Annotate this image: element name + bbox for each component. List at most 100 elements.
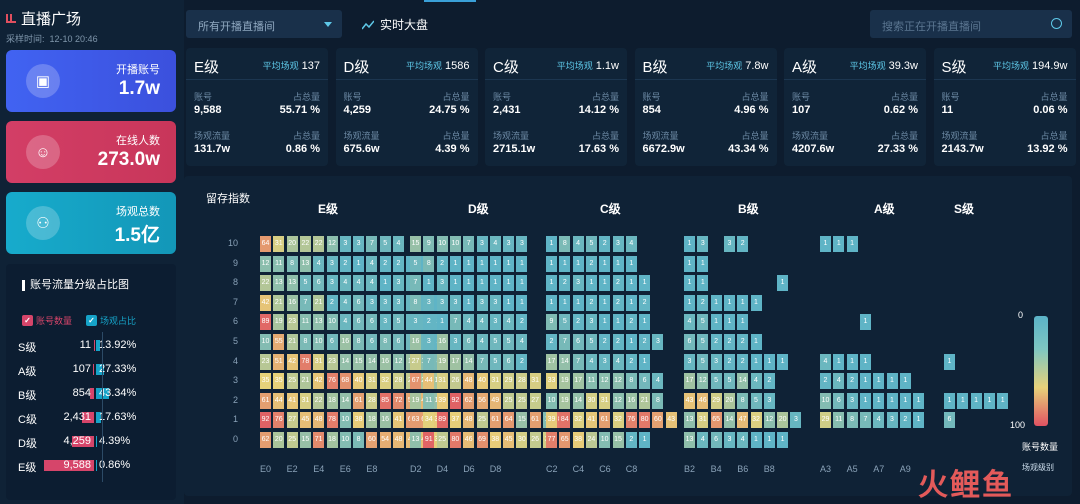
heatmap-cell[interactable]: 60	[652, 412, 664, 429]
heatmap-cell[interactable]: 4	[737, 432, 749, 448]
heatmap-cell[interactable]: 1	[859, 314, 871, 331]
heatmap-cell[interactable]: 19	[559, 373, 571, 390]
heatmap-cell[interactable]: 1	[899, 373, 911, 390]
heatmap-cell[interactable]: 14	[737, 373, 749, 390]
heatmap-cell[interactable]: 7	[449, 314, 461, 331]
heatmap-cell[interactable]: 32	[612, 412, 624, 429]
heatmap-cell[interactable]: 38	[489, 432, 501, 448]
heatmap-cell[interactable]: 18	[326, 432, 338, 448]
kpi-views[interactable]: ⚇ 场观总数 1.5亿	[6, 192, 176, 254]
heatmap-cell[interactable]: 7	[463, 236, 475, 252]
heatmap-cell[interactable]: 1	[546, 275, 557, 292]
heatmap-cell[interactable]: 1	[476, 275, 488, 292]
heatmap-cell[interactable]: 12	[763, 412, 775, 429]
heatmap-cell[interactable]: 1	[463, 255, 475, 272]
grade-card[interactable]: E级 平均场观 137 账号 占总量 9,588 55.71 % 场观流量 占总量 131.7w 0…	[186, 48, 328, 166]
heatmap-cell[interactable]: 1	[353, 255, 365, 272]
heatmap-cell[interactable]: 4	[697, 432, 709, 448]
heatmap-cell[interactable]: 1	[463, 275, 475, 292]
heatmap-cell[interactable]: 3	[353, 236, 365, 252]
heatmap-cell[interactable]: 10	[326, 314, 338, 331]
heatmap-cell[interactable]: 8	[353, 334, 365, 350]
heatmap-cell[interactable]: 10	[313, 334, 325, 350]
heatmap-cell[interactable]: 1	[710, 314, 722, 331]
heatmap-cell[interactable]: 32	[750, 412, 762, 429]
heatmap-cell[interactable]: 68	[339, 373, 351, 390]
heatmap-cell[interactable]: 6	[366, 314, 378, 331]
heatmap-cell[interactable]: 23	[260, 353, 271, 370]
heatmap-cell[interactable]: 5	[489, 334, 501, 350]
heatmap-cell[interactable]: 1	[489, 255, 501, 272]
heatmap-cell[interactable]: 22	[313, 392, 325, 409]
heatmap-cell[interactable]: 39	[436, 392, 448, 409]
heatmap-cell[interactable]: 30	[516, 432, 528, 448]
heatmap-cell[interactable]: 1	[639, 432, 651, 448]
search-input[interactable]: 搜索正在开播直播间	[870, 10, 1072, 38]
heatmap-cell[interactable]: 65	[710, 412, 722, 429]
heatmap-cell[interactable]: 5	[379, 236, 391, 252]
heatmap-cell[interactable]: 1	[957, 392, 969, 409]
heatmap-cell[interactable]: 29	[820, 412, 831, 429]
heatmap-cell[interactable]: 92	[449, 392, 461, 409]
heatmap-cell[interactable]: 6	[572, 334, 584, 350]
heatmap-cell[interactable]: 46	[697, 392, 709, 409]
heatmap-cell[interactable]: 48	[393, 432, 404, 448]
heatmap-cell[interactable]: 16	[379, 412, 391, 429]
heatmap-cell[interactable]: 9	[546, 314, 557, 331]
heatmap-cell[interactable]: 3	[652, 334, 664, 350]
heatmap-cell[interactable]: 6	[684, 334, 695, 350]
heatmap-cell[interactable]: 1	[503, 294, 515, 311]
heatmap-cell[interactable]: 2	[763, 373, 775, 390]
kpi-accounts[interactable]: ▣ 开播账号 1.7w	[6, 50, 176, 112]
heatmap-cell[interactable]: 17	[684, 373, 695, 390]
heatmap-cell[interactable]: 2	[436, 255, 448, 272]
heatmap-cell[interactable]: 8	[625, 373, 637, 390]
heatmap-cell[interactable]: 1	[546, 236, 557, 252]
heatmap-cell[interactable]: 16	[339, 334, 351, 350]
heatmap-cell[interactable]: 3	[612, 236, 624, 252]
heatmap-cell[interactable]: 1	[503, 275, 515, 292]
realtime-button[interactable]: 实时大盘	[362, 16, 428, 33]
heatmap-cell[interactable]: 2	[585, 294, 597, 311]
heatmap-cell[interactable]: 1	[737, 314, 749, 331]
heatmap-cell[interactable]: 51	[273, 353, 285, 370]
heatmap-cell[interactable]: 1	[559, 294, 571, 311]
heatmap-cell[interactable]: 3	[423, 294, 435, 311]
heatmap-cell[interactable]: 24	[585, 432, 597, 448]
heatmap-cell[interactable]: 76	[625, 412, 637, 429]
heatmap-cell[interactable]: 15	[299, 432, 311, 448]
heatmap-cell[interactable]: 61	[353, 392, 365, 409]
heatmap-cell[interactable]: 10	[599, 432, 611, 448]
heatmap-cell[interactable]: 43	[684, 392, 695, 409]
heatmap-cell[interactable]: 77	[546, 432, 557, 448]
heatmap-cell[interactable]: 21	[273, 294, 285, 311]
heatmap-cell[interactable]: 32	[379, 373, 391, 390]
heatmap-cell[interactable]: 7	[859, 412, 871, 429]
heatmap-cell[interactable]: 8	[737, 392, 749, 409]
heatmap-cell[interactable]: 3	[489, 314, 501, 331]
heatmap-cell[interactable]: 20	[723, 392, 735, 409]
heatmap-cell[interactable]: 1	[859, 353, 871, 370]
heatmap-cell[interactable]: 10	[339, 432, 351, 448]
heatmap-cell[interactable]: 19	[273, 314, 285, 331]
heatmap-cell[interactable]: 22	[260, 275, 271, 292]
heatmap-cell[interactable]: 26	[529, 432, 541, 448]
heatmap-cell[interactable]: 4	[652, 373, 664, 390]
heatmap-cell[interactable]: 8	[652, 392, 664, 409]
heatmap-cell[interactable]: 1	[777, 353, 789, 370]
heatmap-cell[interactable]: 1	[970, 392, 982, 409]
heatmap-cell[interactable]: 1	[423, 275, 435, 292]
heatmap-cell[interactable]: 18	[366, 412, 378, 429]
heatmap-cell[interactable]: 4	[612, 353, 624, 370]
heatmap-cell[interactable]: 12	[393, 353, 404, 370]
heatmap-cell[interactable]: 61	[489, 412, 501, 429]
heatmap-cell[interactable]: 32	[572, 412, 584, 429]
heatmap-cell[interactable]: 72	[393, 392, 404, 409]
heatmap-cell[interactable]: 12	[599, 373, 611, 390]
heatmap-cell[interactable]: 6	[463, 334, 475, 350]
heatmap-cell[interactable]: 1	[750, 353, 762, 370]
heatmap-cell[interactable]: 64	[260, 236, 271, 252]
heatmap-cell[interactable]: 12	[612, 373, 624, 390]
grade-card[interactable]: C级 平均场观 1.1w 账号 占总量 2,431 14.12 % 场观流量 占总量 2715.1…	[485, 48, 627, 166]
heatmap-cell[interactable]: 49	[489, 392, 501, 409]
